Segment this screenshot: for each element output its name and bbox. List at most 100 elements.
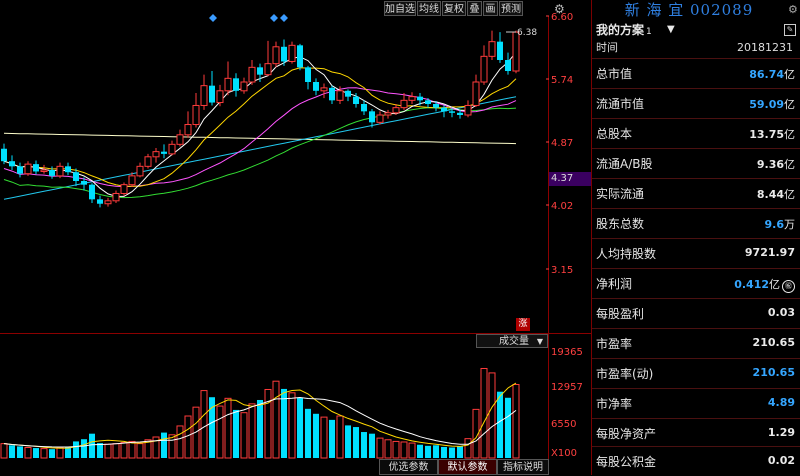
stat-label: 市盈率(动) [596,367,654,381]
stat-label: 每股公积金 [596,455,657,469]
volume-bar [497,391,503,458]
volume-tick-label: 12957 [551,382,583,393]
candle-body [216,90,224,104]
candle-body [120,184,128,194]
volume-bar [425,445,431,458]
edit-icon[interactable]: ✎ [784,24,796,36]
volume-bar [216,405,224,459]
rise-badge: 涨 [516,318,530,331]
candle-body [1,148,7,162]
volume-bar [184,415,192,459]
event-marker-icon [280,14,288,22]
volume-bar [400,441,408,459]
chevron-down-icon[interactable]: ▼ [667,24,675,35]
add-watchlist-button[interactable]: 加自选 [384,1,416,16]
event-markers[interactable] [209,14,288,22]
volume-tick-label: 6550 [551,419,576,430]
candle-body [433,104,439,108]
candle-body [89,184,95,200]
volume-bar [89,433,95,458]
stat-unit: 亿 [784,98,795,111]
candle-body [144,156,152,167]
stat-value: 0.03 [767,306,795,319]
volume-bar [97,443,103,458]
event-marker-icon [209,14,217,22]
tab-default-params[interactable]: 默认参数 [438,459,497,475]
stat-label: 总市值 [596,67,633,81]
volume-bar [512,384,520,459]
volume-bar [176,425,184,459]
current-price-tag: 4.37 [549,172,591,186]
moving-average-button[interactable]: 均线 [417,1,441,16]
volume-bar [345,425,351,458]
volume-bar [240,412,248,459]
volume-bar [457,446,463,458]
candle-body [361,104,367,112]
volume-bar [24,447,32,459]
stat-label: 净利润 [596,277,633,291]
volume-bar [81,439,87,458]
candle-body [9,161,15,167]
candle-body [417,96,423,101]
stat-row: 流通A/B股 9.36亿 [592,148,800,178]
volume-bar [248,403,256,459]
stat-label: 每股净资产 [596,427,657,441]
stat-label: 流通A/B股 [596,157,653,171]
volume-bar [320,416,328,459]
candle-body [168,143,176,155]
volume-axis: 19365 12957 6550 X100 [551,347,583,459]
price-tick-label: 6.60 [551,12,573,23]
candle-body [392,107,400,114]
candle-body [480,55,488,83]
panel-settings-gear-icon[interactable]: ⚙ [788,3,798,16]
candle-body [81,181,87,185]
volume-bar [17,446,23,458]
volume-bar [505,397,511,458]
stat-value: 210.65 [752,336,795,349]
candle-body [128,175,136,186]
scheme-selector[interactable]: 我的方案 1 ▼ ✎ [592,21,800,39]
adjust-rights-button[interactable]: 复权 [442,1,466,16]
price-chart[interactable]: 6.605.744.874.023.15 19365129576550X100 … [0,0,591,475]
candle-body [449,111,455,113]
candle-body [65,166,71,173]
candle-body [505,60,511,71]
report-badge-icon: ㊗ [782,280,795,293]
candle-body [224,77,232,92]
volume-bar [33,448,39,458]
candle-body [49,170,55,176]
stat-label: 人均持股数 [596,247,657,261]
candle-body [305,67,311,82]
volume-indicator-select[interactable]: 成交量 ▼ [476,334,548,348]
stat-label: 总股本 [596,127,633,141]
volume-bar [56,447,64,459]
chart-settings-gear-icon[interactable]: ⚙ [554,2,565,16]
volume-bars [0,367,520,459]
draw-button[interactable]: 画 [483,1,498,16]
candle-body [457,112,463,115]
stat-label: 市净率 [596,397,633,411]
price-tick-label: 4.87 [551,138,573,149]
volume-bar [288,392,296,459]
stat-unit: 亿 [784,188,795,201]
volume-bar [488,372,496,459]
volume-bar [441,446,447,458]
candle-body [257,67,263,75]
volume-bar [49,449,55,458]
stat-row: 市盈率(动) 210.65 [592,358,800,388]
tab-preferred-params[interactable]: 优选参数 [379,459,438,475]
tab-indicator-help[interactable]: 指标说明 [497,459,549,475]
volume-bar [112,443,120,459]
volume-bar [329,419,335,458]
candle-body [313,82,319,91]
volume-bar [264,388,272,459]
volume-bar [233,409,239,458]
overlay-button[interactable]: 叠 [467,1,482,16]
time-row: 时间 20181231 [592,39,800,57]
volume-bar [433,445,439,458]
stat-row: 每股净资产 1.29 [592,418,800,448]
volume-bar [272,380,280,459]
stock-title: 新 海 宜 002089 [624,1,754,19]
scheme-name: 我的方案 1 [596,23,652,37]
forecast-button[interactable]: 预测 [499,1,523,16]
